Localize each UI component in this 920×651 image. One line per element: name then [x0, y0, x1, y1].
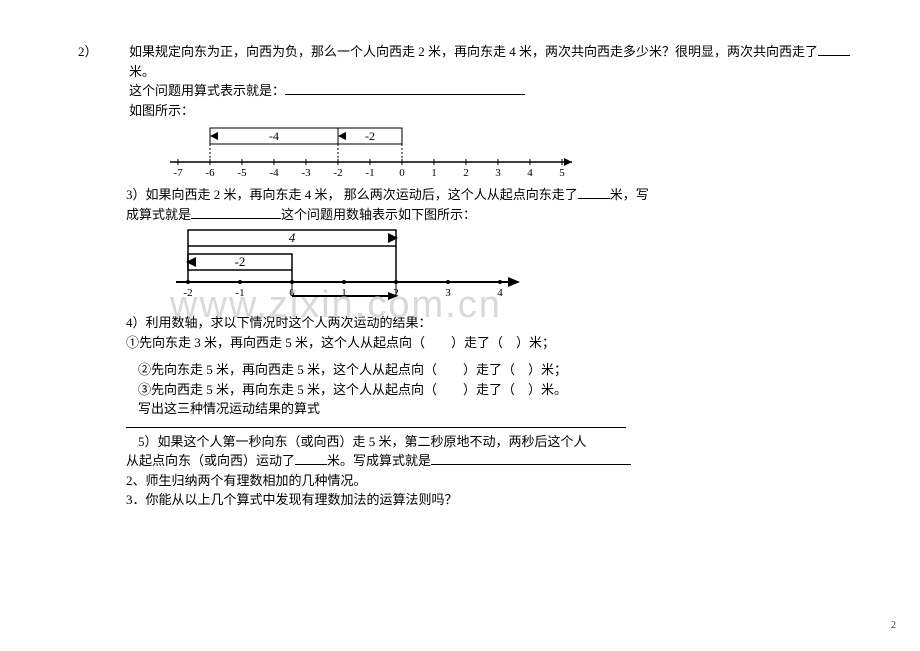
q4-text2: 写出这三种情况运动结果的算式 [138, 399, 850, 419]
q2-text2: 这个问题用算式表示就是： [129, 83, 285, 98]
q3-text1b: 米，写 [610, 187, 649, 202]
q4-text1: 4）利用数轴，求以下情况时这个人两次运动的结果： [126, 313, 850, 333]
q3-text1: 3）如果向西走 2 米，再向东走 4 米， 那么两次运动后，这个人从起点向东走了 [126, 187, 578, 202]
svg-text:-6: -6 [205, 167, 215, 179]
q3-blank2 [191, 207, 281, 219]
q5-text2b: 米。写成算式就是 [327, 453, 431, 468]
svg-text:3: 3 [445, 287, 451, 299]
q2-text3: 如图所示： [129, 101, 850, 121]
q5-blank1 [295, 453, 327, 465]
svg-text:3: 3 [495, 167, 501, 179]
svg-text:5: 5 [559, 167, 565, 179]
q2-blank2 [285, 83, 525, 95]
svg-text:-4: -4 [269, 129, 279, 143]
q4-item2: ②先向东走 5 米，再向西走 5 米，这个人从起点向（ ）走了（ ）米； [138, 360, 850, 380]
svg-text:-2: -2 [365, 129, 375, 143]
q2-unit: 米。 [129, 62, 850, 82]
q2-block: 2） 如果规定向东为正，向西为负，那么一个人向西走 2 米，再向东走 4 米，两… [78, 42, 850, 120]
diagram-1: -7 -6 -5 -4 -3 -2 -1 0 1 2 3 4 5 -2 -4 [158, 120, 850, 185]
document-page: www.zixin.com.cn 2） 如果规定向东为正，向西为负，那么一个人向… [0, 0, 920, 651]
svg-text:4: 4 [497, 287, 503, 299]
q3-line1: 3）如果向西走 2 米，再向东走 4 米， 那么两次运动后，这个人从起点向东走了… [126, 185, 850, 205]
q3-text2a: 成算式就是 [126, 207, 191, 222]
svg-text:1: 1 [341, 287, 347, 299]
q2-text2-line: 这个问题用算式表示就是： [129, 81, 850, 101]
svg-text:-2: -2 [333, 167, 342, 179]
q5-text2a: 从起点向东（或向西）运动了 [126, 453, 295, 468]
svg-text:0: 0 [399, 167, 405, 179]
q4-item1: ①先向东走 3 米，再向西走 5 米，这个人从起点向（ ）走了（ ）米； [126, 333, 850, 353]
q2-number: 2） [78, 42, 129, 120]
svg-text:-4: -4 [269, 167, 279, 179]
svg-text:2: 2 [463, 167, 469, 179]
page-number: 2 [891, 620, 896, 631]
summary-l2: 3．你能从以上几个算式中发现有理数加法的运算法则吗？ [126, 490, 850, 510]
q2-text1: 如果规定向东为正，向西为负，那么一个人向西走 2 米，再向东走 4 米，两次共向… [129, 44, 818, 59]
divider-line [126, 427, 626, 428]
svg-text:-5: -5 [237, 167, 247, 179]
svg-text:-7: -7 [173, 167, 183, 179]
svg-text:-2: -2 [235, 254, 246, 269]
svg-text:4: 4 [527, 167, 533, 179]
q3-line2: 成算式就是 这个问题用数轴表示如下图所示： [126, 205, 850, 225]
summary-l1: 2、师生归纳两个有理数相加的几种情况。 [126, 471, 850, 491]
svg-text:-1: -1 [235, 287, 244, 299]
svg-text:4: 4 [289, 230, 296, 245]
q5-blank2 [431, 453, 631, 465]
q2-text1-line: 如果规定向东为正，向西为负，那么一个人向西走 2 米，再向东走 4 米，两次共向… [129, 42, 850, 62]
q3-text2b: 这个问题用数轴表示如下图所示： [281, 207, 476, 222]
q2-blank1 [818, 44, 850, 56]
q3-blank1 [578, 187, 610, 199]
svg-text:-1: -1 [365, 167, 374, 179]
diagram-2: -2-1012344-2 [158, 224, 850, 309]
q5-line1: 5）如果这个人第一秒向东（或向西）走 5 米，第二秒原地不动，两秒后这个人 [138, 432, 850, 452]
svg-text:-3: -3 [301, 167, 311, 179]
q4-item3: ③先向西走 5 米，再向东走 5 米，这个人从起点向（ ）走了（ ）米。 [138, 380, 850, 400]
svg-text:-2: -2 [183, 287, 192, 299]
svg-text:1: 1 [431, 167, 437, 179]
q5-line2: 从起点向东（或向西）运动了 米。写成算式就是 [126, 451, 850, 471]
